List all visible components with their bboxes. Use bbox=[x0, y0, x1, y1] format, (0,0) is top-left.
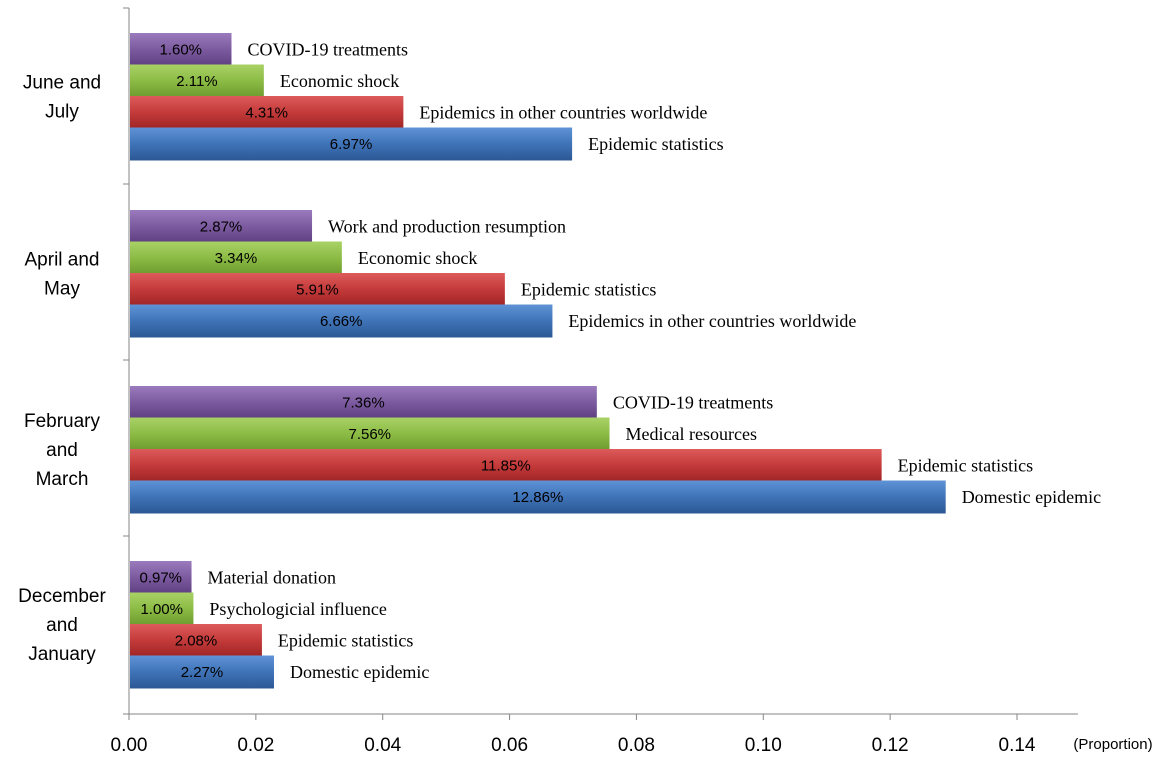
category-label: January bbox=[28, 644, 96, 665]
bar-value-label: 0.97% bbox=[139, 570, 182, 587]
bar-value-label: 5.91% bbox=[296, 282, 339, 299]
bar bbox=[130, 64, 264, 98]
bar bbox=[130, 273, 505, 306]
x-tick-label: 0.06 bbox=[491, 735, 528, 756]
category-label: and bbox=[46, 440, 78, 461]
category-label: April and bbox=[25, 250, 100, 271]
bar-topic-label: Epidemic statistics bbox=[588, 134, 723, 154]
bar bbox=[130, 210, 313, 243]
bar-topic-label: Epidemics in other countries worldwide bbox=[419, 103, 707, 123]
bar-value-label: 11.85% bbox=[481, 458, 531, 475]
bar bbox=[130, 33, 232, 66]
bar bbox=[130, 592, 194, 626]
x-tick-label: 0.10 bbox=[745, 735, 782, 756]
x-axis-unit-label: (Proportion) bbox=[1073, 736, 1152, 753]
category-label: May bbox=[44, 279, 80, 300]
bar-value-label: 3.34% bbox=[215, 250, 258, 267]
bar bbox=[130, 624, 262, 657]
bar-topic-label: Epidemics in other countries worldwide bbox=[568, 311, 856, 331]
bar-topic-label: Material donation bbox=[208, 568, 336, 588]
bar bbox=[130, 449, 882, 482]
bar-topic-label: Medical resources bbox=[626, 424, 757, 444]
category-label: December bbox=[18, 586, 106, 607]
bar bbox=[130, 127, 573, 161]
bar-value-label: 2.08% bbox=[175, 633, 218, 650]
x-tick-label: 0.04 bbox=[364, 735, 401, 756]
bar-value-label: 2.87% bbox=[200, 219, 243, 236]
category-label: and bbox=[46, 615, 78, 636]
x-tick-label: 0.02 bbox=[237, 735, 274, 756]
bar-value-label: 1.00% bbox=[140, 601, 183, 618]
bar-topic-label: Domestic epidemic bbox=[962, 487, 1101, 507]
x-tick-label: 0.00 bbox=[111, 735, 148, 756]
bar-topic-label: Work and production resumption bbox=[328, 217, 566, 237]
bar-topic-label: COVID-19 treatments bbox=[247, 40, 407, 60]
x-tick-label: 0.12 bbox=[872, 735, 909, 756]
bar-value-label: 6.97% bbox=[330, 136, 373, 153]
bar bbox=[130, 655, 274, 689]
bar-value-label: 7.36% bbox=[342, 395, 385, 412]
bar-value-label: 12.86% bbox=[512, 489, 563, 506]
bar bbox=[130, 304, 553, 338]
bar-topic-label: Economic shock bbox=[358, 248, 477, 268]
bar-value-label: 2.11% bbox=[176, 73, 217, 90]
bar-topic-label: Epidemic statistics bbox=[278, 631, 413, 651]
category-label: July bbox=[45, 102, 79, 123]
bar-value-label: 7.56% bbox=[348, 426, 391, 443]
bar-topic-label: Epidemic statistics bbox=[521, 280, 656, 300]
bar-value-label: 6.66% bbox=[320, 313, 363, 330]
bar bbox=[130, 386, 597, 419]
category-label: February bbox=[24, 411, 101, 432]
category-label: June and bbox=[23, 73, 101, 94]
bar-topic-label: Epidemic statistics bbox=[898, 456, 1033, 476]
bar-value-label: 4.31% bbox=[245, 105, 288, 122]
bar bbox=[130, 480, 946, 514]
bar bbox=[130, 241, 342, 275]
bar-topic-label: COVID-19 treatments bbox=[613, 393, 773, 413]
category-label: March bbox=[36, 469, 89, 490]
bar bbox=[130, 561, 192, 594]
bar-topic-label: Psychologicial influence bbox=[209, 599, 386, 619]
bar bbox=[130, 417, 610, 451]
bar-value-label: 1.60% bbox=[159, 42, 202, 59]
bar-topic-label: Domestic epidemic bbox=[290, 662, 429, 682]
bar-topic-label: Economic shock bbox=[280, 71, 399, 91]
bar-value-label: 2.27% bbox=[181, 664, 224, 681]
x-tick-label: 0.14 bbox=[999, 735, 1036, 756]
plot-area: 0.00 0.02 0.04 0.06 0.08 0.10 0.12 0.14 (Proport… bbox=[18, 7, 1153, 756]
x-tick-label: 0.08 bbox=[618, 735, 655, 756]
bar bbox=[130, 96, 404, 129]
